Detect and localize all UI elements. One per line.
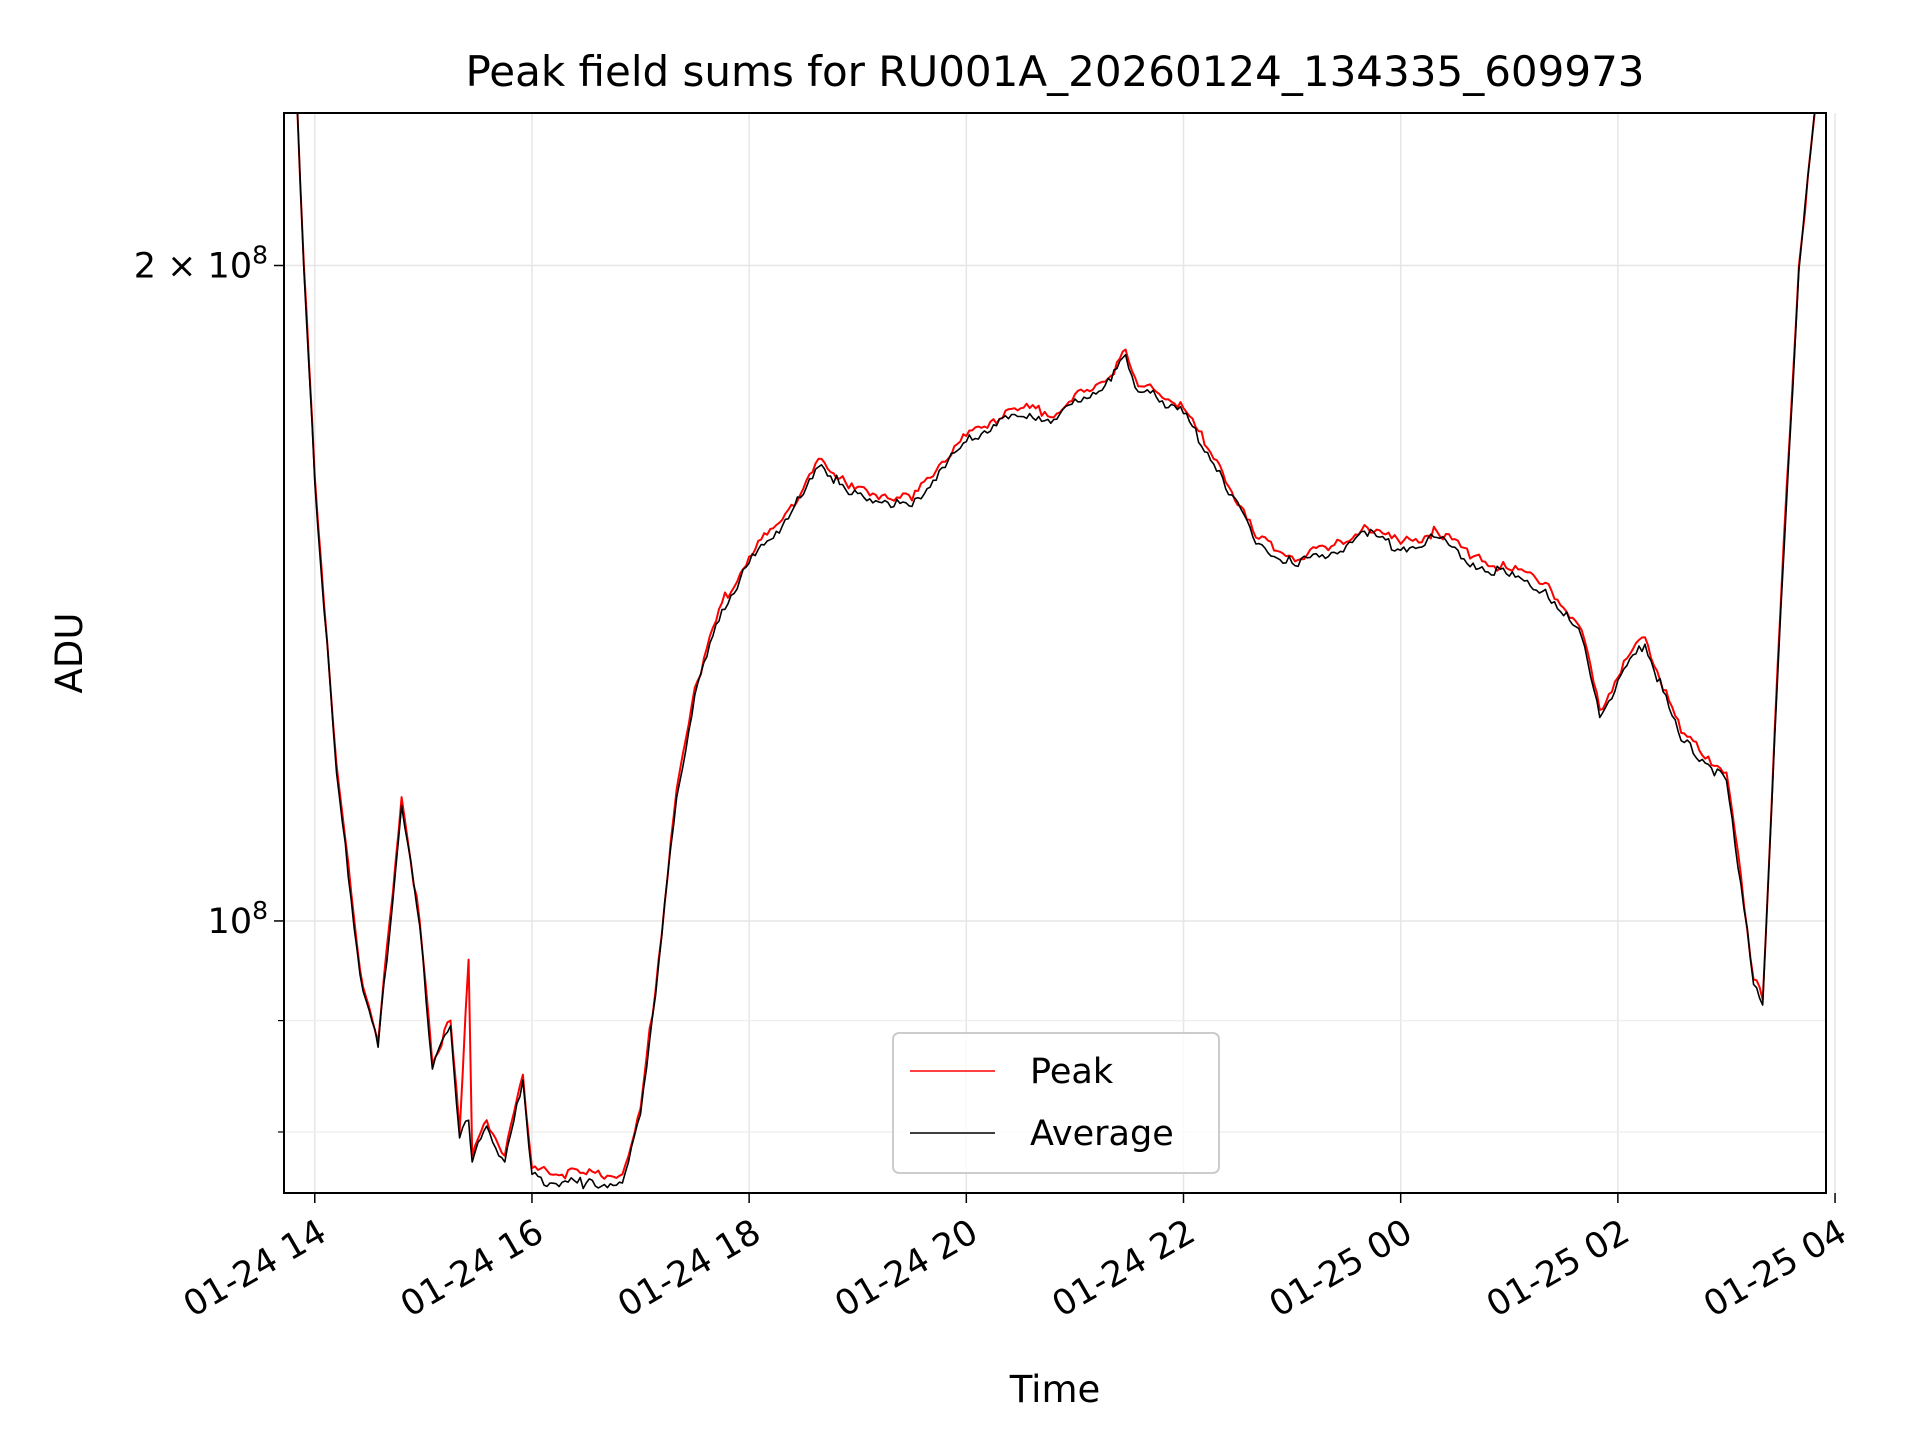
series-layer [296,113,1816,1190]
y-tick-label: 108 [208,896,268,942]
legend-label-peak: Peak [1030,1052,1114,1092]
y-axis-label: ADU [48,613,91,694]
series-line-average [296,113,1816,1190]
legend-label-average: Average [1030,1114,1174,1154]
plot-frame [283,112,1827,1194]
y-axis: 108 2 × 108 [134,240,284,1133]
y-tick-label: 2 × 108 [134,240,268,286]
series-line-peak [296,113,1816,1180]
x-axis-label: Time [1009,1368,1101,1411]
legend-box [892,1032,1220,1174]
chart-title: Peak field sums for RU001A_20260124_1343… [465,47,1644,96]
legend: Peak Average [892,1032,1220,1174]
